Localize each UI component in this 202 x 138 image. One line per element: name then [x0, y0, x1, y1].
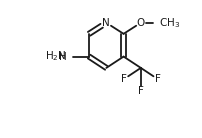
- Text: O: O: [136, 18, 144, 28]
- Text: $\mathregular{CH_3}$: $\mathregular{CH_3}$: [158, 16, 179, 30]
- Text: F: F: [137, 86, 143, 96]
- Text: H: H: [59, 52, 67, 62]
- Text: F: F: [120, 74, 126, 84]
- Text: $\mathregular{H_2N}$: $\mathregular{H_2N}$: [45, 50, 67, 63]
- Text: N: N: [102, 18, 110, 28]
- Text: F: F: [154, 74, 160, 84]
